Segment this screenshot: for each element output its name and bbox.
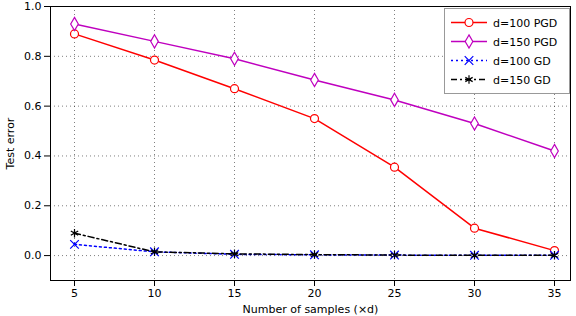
svg-text:0.0: 0.0 (24, 249, 42, 262)
svg-text:0.6: 0.6 (24, 100, 42, 113)
svg-text:d=150 PGD: d=150 PGD (493, 36, 557, 49)
svg-text:10: 10 (148, 287, 162, 300)
svg-text:5: 5 (71, 287, 78, 300)
svg-text:0.4: 0.4 (24, 149, 42, 162)
svg-text:15: 15 (228, 287, 242, 300)
svg-text:20: 20 (308, 287, 322, 300)
svg-text:d=100 PGD: d=100 PGD (493, 17, 557, 30)
svg-text:25: 25 (388, 287, 402, 300)
svg-text:d=100 GD: d=100 GD (493, 55, 551, 68)
svg-text:Number of samples (×d): Number of samples (×d) (243, 303, 379, 316)
svg-text:d=150 GD: d=150 GD (493, 74, 551, 87)
svg-text:1.0: 1.0 (24, 0, 42, 13)
svg-text:35: 35 (548, 287, 562, 300)
svg-text:Test error: Test error (4, 117, 17, 170)
svg-text:0.2: 0.2 (24, 199, 42, 212)
svg-text:0.8: 0.8 (24, 50, 42, 63)
svg-text:30: 30 (468, 287, 482, 300)
